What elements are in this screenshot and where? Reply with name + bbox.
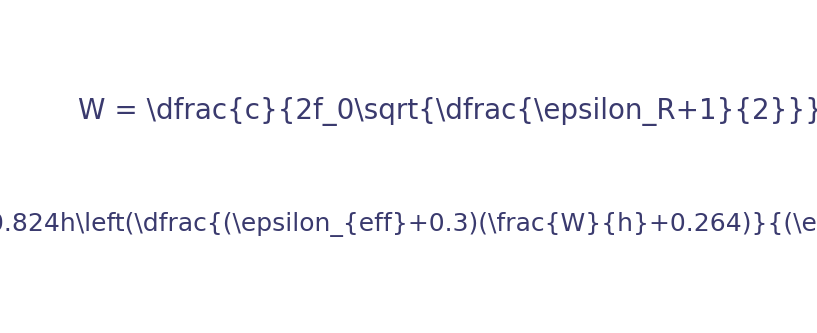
Text: W = \dfrac{c}{2f_0\sqrt{\dfrac{\epsilon_R+1}{2}}}: W = \dfrac{c}{2f_0\sqrt{\dfrac{\epsilon_… — [78, 97, 817, 126]
Text: L = \dfrac{c}{2f_0\sqrt{\epsilon_{eff}}} - 0.824h\left(\dfrac{(\epsilon_{eff}+0.: L = \dfrac{c}{2f_0\sqrt{\epsilon_{eff}}}… — [0, 212, 817, 237]
